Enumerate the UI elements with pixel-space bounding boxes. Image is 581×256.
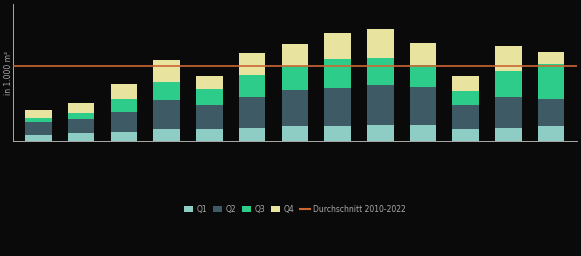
Bar <box>324 88 351 126</box>
Bar <box>367 29 393 58</box>
Bar <box>324 126 351 141</box>
Bar <box>153 60 180 82</box>
Bar <box>538 51 565 64</box>
Bar <box>25 118 52 122</box>
Bar <box>25 110 52 118</box>
Bar <box>196 76 223 89</box>
Bar <box>495 128 522 141</box>
Bar <box>282 90 308 126</box>
Durchschnitt 2010-2022 <box>35 65 42 68</box>
Bar <box>538 99 565 126</box>
Bar <box>453 91 479 105</box>
Bar <box>25 122 52 135</box>
Bar <box>453 76 479 91</box>
Bar <box>196 129 223 141</box>
Bar <box>196 105 223 129</box>
Bar <box>410 43 436 65</box>
Bar <box>239 128 266 141</box>
Bar <box>538 64 565 99</box>
Bar <box>495 71 522 97</box>
Bar <box>239 75 266 97</box>
Bar <box>153 82 180 100</box>
Bar <box>367 85 393 124</box>
Bar <box>68 103 95 113</box>
Bar <box>453 105 479 129</box>
Bar <box>410 65 436 87</box>
Y-axis label: in 1.000 m²: in 1.000 m² <box>4 51 13 95</box>
Durchschnitt 2010-2022 <box>78 65 85 68</box>
Bar <box>282 126 308 141</box>
Bar <box>367 124 393 141</box>
Bar <box>282 44 308 66</box>
Bar <box>110 112 137 132</box>
Bar <box>410 87 436 124</box>
Bar <box>196 89 223 105</box>
Bar <box>453 129 479 141</box>
Bar <box>68 119 95 133</box>
Bar <box>282 66 308 90</box>
Legend: Q1, Q2, Q3, Q4, Durchschnitt 2010-2022: Q1, Q2, Q3, Q4, Durchschnitt 2010-2022 <box>181 202 408 217</box>
Bar <box>110 132 137 141</box>
Bar <box>495 46 522 71</box>
Bar <box>153 129 180 141</box>
Bar <box>410 124 436 141</box>
Bar <box>110 84 137 99</box>
Bar <box>68 113 95 119</box>
Bar <box>68 133 95 141</box>
Bar <box>324 59 351 88</box>
Bar <box>153 100 180 129</box>
Bar <box>324 33 351 59</box>
Bar <box>367 58 393 85</box>
Bar <box>495 97 522 128</box>
Bar <box>239 53 266 75</box>
Bar <box>110 99 137 112</box>
Bar <box>25 135 52 141</box>
Bar <box>239 97 266 128</box>
Bar <box>538 126 565 141</box>
